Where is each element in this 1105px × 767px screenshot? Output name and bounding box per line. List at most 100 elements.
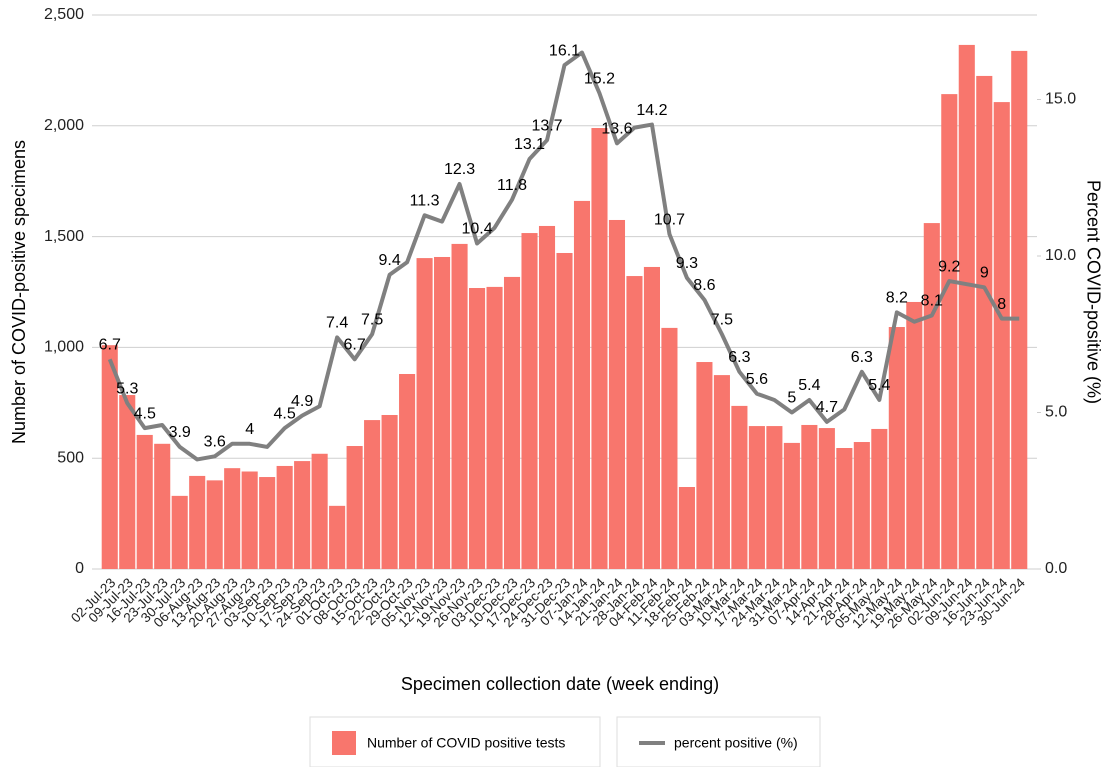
data-label: 10.7 [654,211,685,228]
legend-label: percent positive (%) [674,735,798,751]
bar [731,405,748,569]
bar [206,480,223,569]
bar [871,428,888,569]
data-label: 6.7 [99,337,121,354]
data-label: 12.3 [444,161,475,178]
bar [259,477,276,569]
bar [906,301,923,569]
bar [486,286,503,569]
y-tick-label: 2,000 [44,117,84,134]
data-label: 4.7 [816,399,838,416]
bar [888,327,905,569]
legend-label: Number of COVID positive tests [367,735,565,751]
data-label: 11.3 [410,193,440,210]
data-label: 13.1 [514,136,545,153]
data-label: 6.7 [343,337,365,354]
data-label: 13.7 [531,117,562,134]
bar [556,252,573,569]
bar [608,219,626,570]
bar [329,505,346,569]
data-label: 6.3 [728,349,750,366]
data-label: 15.2 [584,70,615,87]
y2-tick-label: 0.0 [1045,560,1067,577]
data-label: 4.5 [134,405,156,422]
bar [941,94,958,569]
bar [853,442,870,569]
bar [538,225,556,569]
data-label: 9.2 [938,258,960,275]
bar [993,102,1010,569]
data-label: 16.1 [549,42,580,59]
data-label: 9.3 [676,255,698,272]
bar [469,288,486,569]
data-label: 5 [787,390,796,407]
data-label: 4 [245,421,254,438]
bar [136,434,153,569]
data-label: 9.4 [378,252,400,269]
bar [521,233,538,570]
bar [696,362,713,569]
y2-tick-label: 5.0 [1045,404,1067,421]
bar [276,465,293,569]
y-tick-label: 1,000 [44,339,84,356]
data-label: 5.4 [798,377,820,394]
bar [101,345,118,569]
data-label: 11.8 [497,177,527,194]
data-label: 3.6 [204,434,226,451]
data-label: 3.9 [169,424,191,441]
y2-tick-label: 10.0 [1045,247,1076,264]
data-label: 7.4 [326,315,348,332]
data-label: 10.4 [461,221,492,238]
data-label: 5.4 [868,377,890,394]
bar [678,487,695,569]
bar [748,426,765,569]
bar [171,495,188,569]
y-tick-label: 1,500 [44,228,84,245]
bar [416,258,433,569]
y-tick-label: 2,500 [44,6,84,23]
data-label: 5.6 [746,371,768,388]
y-tick-label: 500 [57,449,84,466]
data-label: 6.3 [851,349,873,366]
bar [626,276,643,569]
bar [241,471,258,569]
data-label: 7.5 [361,311,383,328]
data-label: 4.5 [274,405,296,422]
data-label: 8.6 [693,277,715,294]
data-label: 4.9 [291,393,313,410]
bar [801,424,818,569]
bar [224,468,241,569]
data-label: 8.2 [886,290,908,307]
bar [294,461,311,569]
legend-box [309,716,601,767]
line [107,50,1020,462]
x-axis-title: Specimen collection date (week ending) [401,674,719,694]
bar [976,75,993,569]
bar [311,453,328,569]
bar [451,243,468,570]
bar [364,420,381,569]
bar [399,373,416,569]
bar [958,44,975,569]
bar [783,442,800,569]
data-label: 13.6 [601,121,632,138]
bar [381,414,398,569]
bar [503,276,521,569]
data-label: 8.1 [921,293,943,310]
bar [643,266,660,569]
bar [836,448,853,569]
y-tick-label: 0 [75,560,84,577]
bar [591,128,608,570]
bar [661,327,678,569]
y2-axis-title: Percent COVID-positive (%) [1083,180,1103,404]
bar [119,395,136,569]
data-label: 9 [980,265,989,282]
y-axis-title: Number of COVID-positive specimens [9,140,29,444]
bar [434,256,451,569]
bar [189,475,206,569]
bar [766,426,783,569]
bar [154,443,171,569]
data-label: 5.3 [116,380,138,397]
bar [346,446,363,569]
